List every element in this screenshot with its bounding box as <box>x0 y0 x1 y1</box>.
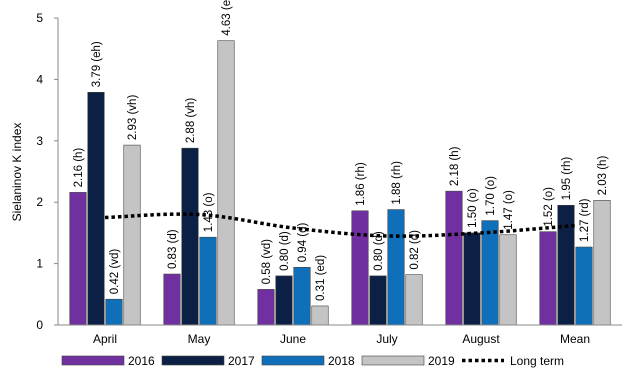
bar-2016 <box>163 273 181 326</box>
bar-2016 <box>351 210 369 326</box>
data-label: 1.47 (o) <box>503 190 515 230</box>
data-label: 3.79 (eh) <box>91 41 103 87</box>
data-label: 4.63 (eh) <box>221 0 233 36</box>
data-label: 1.27 (rd) <box>579 198 591 242</box>
data-label: 1.88 (rh) <box>391 161 403 205</box>
data-label: 0.82 (d) <box>409 230 421 270</box>
data-label: 1.86 (rh) <box>355 162 367 206</box>
long-term-series-line <box>104 212 576 238</box>
legend-label: 2017 <box>228 354 255 368</box>
y-tick-label: 3 <box>36 134 43 148</box>
x-tick-label: August <box>462 332 500 346</box>
y-tick-label: 2 <box>36 195 43 209</box>
bar-2016 <box>445 190 463 326</box>
y-tick-label: 1 <box>36 257 43 271</box>
data-label: 1.43 (o) <box>203 192 215 232</box>
data-label: 0.80 (d) <box>373 231 385 271</box>
y-axis: 0 1 2 3 4 5 <box>36 11 59 332</box>
bar-2017 <box>275 275 293 326</box>
bar-2018 <box>387 209 405 326</box>
x-tick-label: May <box>188 332 211 346</box>
data-label: 1.50 (o) <box>467 188 479 228</box>
bar-2017 <box>557 204 575 326</box>
legend-swatch-2019 <box>361 355 425 366</box>
data-label: 2.16 (h) <box>73 148 85 188</box>
data-label: 2.03 (h) <box>597 156 609 196</box>
x-tick-label: June <box>280 332 306 346</box>
x-tick-label: April <box>93 332 117 346</box>
bar-2019 <box>405 274 423 326</box>
bar-2017 <box>87 91 105 326</box>
y-tick-label: 5 <box>36 11 43 25</box>
data-label: 0.80 (d) <box>279 231 291 271</box>
bar-2018 <box>199 236 217 326</box>
legend-label: Long term <box>510 354 564 368</box>
bars <box>69 40 611 326</box>
legend-label: 2019 <box>428 354 455 368</box>
bar-2019 <box>499 234 517 326</box>
x-tick-label: Mean <box>560 332 590 346</box>
data-label: 0.83 (d) <box>167 229 179 269</box>
x-axis: April May June July August Mean <box>58 324 622 346</box>
long-term-line <box>104 212 576 238</box>
bar-2018 <box>105 298 123 326</box>
data-label: 1.95 (rh) <box>561 157 573 201</box>
legend-label: 2018 <box>328 354 355 368</box>
bar-2017 <box>369 275 387 326</box>
data-label: 0.31 (ed) <box>315 255 327 301</box>
data-label: 2.88 (vh) <box>185 98 197 144</box>
x-tick-label: July <box>376 332 397 346</box>
legend-swatch-2016 <box>61 355 125 366</box>
bar-2017 <box>181 147 199 326</box>
data-label: 0.58 (vd) <box>261 239 273 285</box>
bar-2019 <box>123 144 141 326</box>
bar-2018 <box>575 246 593 326</box>
bar-2016 <box>539 231 557 326</box>
y-tick-label: 4 <box>36 72 43 86</box>
data-label: 2.93 (vh) <box>127 95 139 141</box>
bar-2019 <box>217 40 235 326</box>
bar-2017 <box>463 232 481 326</box>
bar-2019 <box>593 200 611 326</box>
data-label: 2.18 (h) <box>449 146 461 186</box>
data-label: 1.52 (o) <box>543 187 555 227</box>
data-label: 0.42 (vd) <box>109 249 121 295</box>
data-labels: 2.16 (h) 0.83 (d) 0.58 (vd) 1.86 (rh) 2.18 (… <box>73 0 609 301</box>
legend-swatch-2017 <box>161 355 225 366</box>
legend-swatch-2018 <box>261 355 325 366</box>
y-axis-label: Sielaninov K index <box>10 123 24 222</box>
legend-label: 2016 <box>128 354 155 368</box>
data-label: 0.94 (d) <box>297 222 309 262</box>
bar-2018 <box>293 266 311 326</box>
bar-2018 <box>481 220 499 326</box>
bar-2019 <box>311 305 329 326</box>
bar-2016 <box>257 289 275 326</box>
data-label: 1.70 (o) <box>485 176 497 216</box>
bar-2016 <box>69 192 87 326</box>
y-tick-label: 0 <box>36 318 43 332</box>
legend: 2016 2017 2018 2019 Long term <box>61 354 564 368</box>
